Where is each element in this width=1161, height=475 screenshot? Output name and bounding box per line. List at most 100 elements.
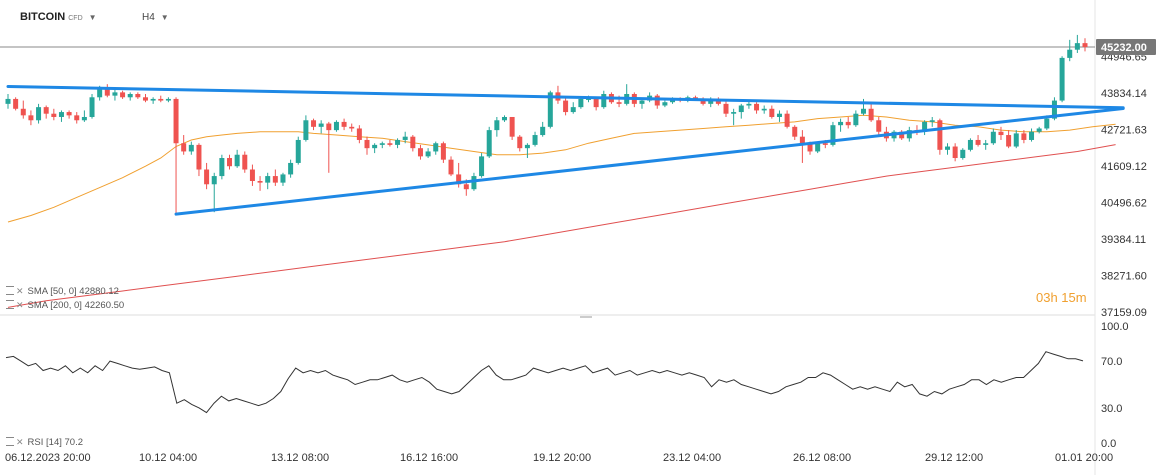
candle-body: [173, 98, 179, 144]
rsi-legend[interactable]: ✕ RSI [14] 70.2: [6, 437, 83, 448]
candle: [295, 136, 301, 165]
candle-body: [89, 97, 95, 117]
candle: [509, 116, 515, 140]
candle-body: [807, 143, 813, 152]
candle-body: [975, 139, 981, 145]
candle-body: [433, 143, 439, 152]
candle-body: [181, 143, 187, 152]
price-tick-label: 38271.60: [1101, 270, 1147, 282]
time-tick-label: 13.12 08:00: [271, 452, 329, 464]
candle-body: [998, 131, 1004, 136]
candle-body: [494, 120, 500, 131]
timeframe-label: H4: [142, 12, 155, 23]
candle-body: [937, 120, 943, 150]
symbol-name: BITCOIN: [20, 11, 66, 23]
rsi-tick-label: 30.0: [1101, 403, 1122, 415]
candle: [769, 105, 775, 119]
candle-body: [257, 180, 263, 183]
candle-body: [860, 108, 866, 114]
rsi-tick-label: 0.0: [1101, 438, 1116, 450]
candle: [517, 135, 523, 152]
rsi-series: [5, 351, 1084, 414]
candle-body: [517, 136, 523, 149]
candle-body: [456, 174, 462, 185]
symbol-selector[interactable]: BITCOIN CFD ▼: [20, 11, 97, 23]
candle: [960, 148, 966, 160]
candle-body: [1082, 43, 1088, 47]
candle: [830, 121, 836, 147]
candle: [249, 164, 255, 186]
candle: [158, 95, 164, 103]
candlestick-series: [5, 34, 1088, 214]
candle-body: [142, 97, 148, 101]
pane-resize-handle: [580, 316, 592, 318]
candle: [1006, 130, 1012, 149]
time-tick-label: 01.01 20:00: [1055, 452, 1113, 464]
candle: [1036, 126, 1042, 134]
rsi-line: [5, 351, 1084, 414]
trendline: [174, 106, 1125, 216]
trendlines: [6, 84, 1125, 216]
candle: [51, 108, 57, 121]
candle: [486, 126, 492, 159]
candle-body: [776, 113, 782, 117]
candle: [5, 94, 11, 109]
price-tick-label: 39384.11: [1101, 234, 1146, 246]
sma200-legend[interactable]: ✕ SMA [200, 0] 42260.50: [6, 300, 124, 311]
candle: [265, 172, 271, 190]
candle: [845, 116, 851, 129]
candle: [112, 89, 118, 101]
time-tick-label: 23.12 04:00: [663, 452, 721, 464]
candle: [204, 162, 210, 190]
candle: [891, 130, 897, 142]
timeframe-selector[interactable]: H4 ▼: [142, 12, 169, 23]
candle-body: [417, 148, 423, 157]
candle-body: [532, 135, 538, 145]
candle: [998, 126, 1004, 140]
candle: [738, 103, 744, 119]
candle: [983, 139, 989, 150]
candle-body: [1029, 131, 1035, 140]
settings-icon[interactable]: [6, 286, 14, 295]
close-icon[interactable]: ✕: [16, 300, 24, 310]
candle: [1029, 128, 1035, 142]
candle-body: [906, 130, 912, 139]
candle-body: [135, 94, 141, 98]
candle: [227, 154, 233, 170]
candle-body: [471, 176, 477, 190]
candle: [311, 118, 317, 131]
candle-body: [51, 113, 57, 117]
candle-body: [326, 123, 332, 131]
candle-countdown: 03h 15m: [1036, 290, 1087, 305]
candle-body: [58, 112, 64, 117]
close-icon[interactable]: ✕: [16, 286, 24, 296]
settings-icon[interactable]: [6, 300, 14, 309]
candle-body: [1013, 133, 1019, 147]
time-tick-label: 10.12 04:00: [139, 452, 197, 464]
candle-body: [723, 103, 729, 114]
candle-body: [524, 144, 530, 149]
settings-icon[interactable]: [6, 437, 14, 446]
candle-body: [639, 100, 645, 104]
candle-body: [547, 92, 553, 127]
candle-body: [761, 108, 767, 111]
candle: [272, 169, 278, 186]
candle-body: [36, 107, 42, 121]
candle: [1074, 34, 1080, 53]
candle: [501, 115, 507, 122]
candle-body: [1006, 135, 1012, 147]
candle: [967, 138, 973, 152]
candle-body: [983, 143, 989, 145]
candle-body: [654, 95, 660, 106]
candle: [387, 139, 393, 147]
close-icon[interactable]: ✕: [16, 437, 24, 447]
candle: [425, 148, 431, 159]
candle: [28, 110, 34, 126]
candle-body: [333, 121, 339, 131]
candle-body: [769, 108, 775, 117]
candle: [356, 125, 362, 144]
candle: [1067, 39, 1073, 62]
candle-body: [387, 143, 393, 145]
sma50-legend[interactable]: ✕ SMA [50, 0] 42880.12: [6, 286, 119, 297]
candle-body: [242, 154, 248, 170]
